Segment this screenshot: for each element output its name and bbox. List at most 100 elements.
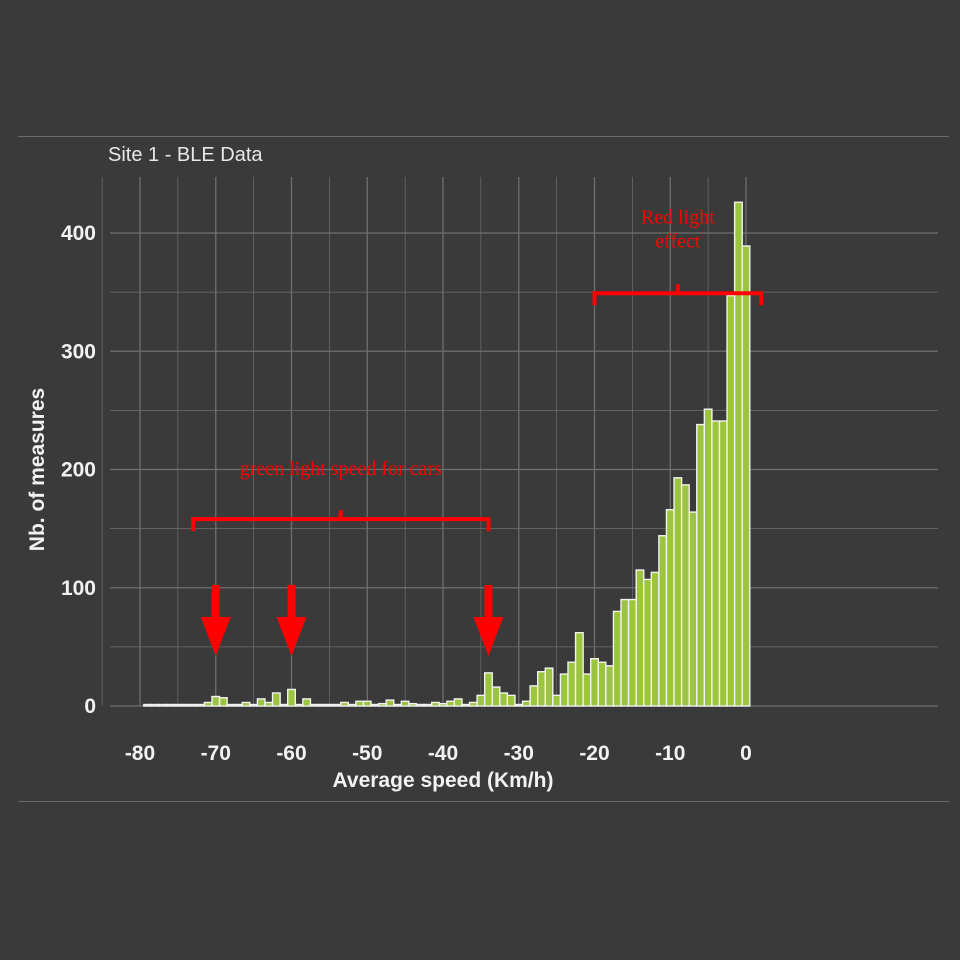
histogram-bar [597, 661, 607, 707]
histogram-bar [393, 703, 403, 707]
histogram-bar [643, 578, 653, 707]
x-tick-label: -60 [276, 742, 306, 765]
histogram-bar [271, 692, 281, 707]
arrow-shaft [211, 585, 220, 619]
histogram-bar [362, 700, 372, 707]
histogram-bar [408, 702, 418, 707]
histogram-bar [605, 665, 615, 707]
histogram-bar [567, 661, 577, 707]
histogram-bar [196, 703, 206, 707]
histogram-bar [536, 671, 546, 707]
y-tick-label: 400 [61, 222, 96, 245]
plot-frame [18, 136, 949, 802]
histogram-bar [400, 700, 410, 707]
histogram-bar [438, 702, 448, 707]
histogram-bar [635, 569, 645, 707]
histogram-bar [188, 703, 198, 707]
histogram-bar [506, 694, 516, 707]
histogram-bar [294, 703, 304, 707]
x-tick-label: 0 [740, 742, 752, 765]
histogram-bar [574, 631, 584, 707]
histogram-bar [453, 698, 463, 707]
x-axis-label: Average speed (Km/h) [333, 769, 554, 792]
chart-title: Site 1 - BLE Data [108, 144, 263, 166]
arrow-head [200, 617, 231, 656]
histogram-bar [612, 610, 622, 707]
histogram-bar [590, 658, 599, 707]
y-tick-label: 0 [84, 695, 96, 718]
histogram-bar [226, 703, 236, 707]
histogram-bar [491, 686, 501, 707]
arrow-head [276, 617, 307, 656]
histogram-bar [302, 698, 312, 707]
histogram-bar [559, 673, 569, 707]
histogram-bar [446, 700, 456, 707]
histogram-bar [703, 408, 713, 707]
histogram-bar [309, 703, 319, 707]
histogram-bar [483, 672, 493, 707]
histogram-bar [673, 477, 683, 707]
histogram-bar [627, 598, 637, 707]
histogram-bar [264, 701, 274, 707]
histogram-bar [423, 703, 433, 707]
annotation-text-line: effect [655, 230, 701, 252]
histogram-bar [340, 701, 350, 707]
histogram-bar [249, 703, 259, 707]
histogram-bar [544, 667, 554, 707]
histogram-bar [658, 535, 668, 707]
histogram-bar [370, 703, 380, 707]
histogram-bar [332, 703, 342, 707]
histogram-bar [385, 699, 395, 707]
x-tick-label: -10 [655, 742, 685, 765]
histogram-bar [143, 703, 153, 707]
histogram-bar [665, 509, 675, 707]
histogram-bar [650, 571, 660, 707]
annotation-bracket [592, 284, 764, 306]
histogram-bar [680, 484, 690, 707]
histogram-bar [430, 701, 440, 707]
x-tick-label: -20 [579, 742, 609, 765]
annotation-text-line: Red light [641, 206, 715, 228]
histogram-bar [514, 703, 524, 707]
histogram-bar [317, 703, 327, 707]
histogram-bar [218, 697, 228, 707]
histogram-bar [165, 703, 175, 707]
y-tick-label: 200 [61, 459, 96, 482]
y-tick-label: 100 [61, 577, 96, 600]
histogram-bar [279, 703, 289, 707]
histogram-bar [203, 701, 213, 707]
histogram-bar [499, 692, 509, 707]
histogram-bar [718, 420, 728, 707]
x-tick-label: -50 [352, 742, 382, 765]
histogram-bar [377, 702, 387, 707]
histogram-bar [468, 701, 478, 707]
histogram-bar [552, 694, 562, 707]
histogram-bar [521, 700, 531, 707]
histogram-bar [241, 701, 251, 707]
histogram-bar [150, 703, 160, 707]
histogram-bar [211, 695, 221, 707]
histogram-bar [711, 420, 721, 707]
x-tick-label: -70 [201, 742, 231, 765]
arrow-shaft [484, 585, 493, 619]
histogram-bar [415, 703, 425, 707]
x-tick-label: -30 [504, 742, 534, 765]
y-axis-label: Nb. of measures [26, 388, 49, 551]
y-tick-label: 300 [61, 340, 96, 363]
histogram-bar [324, 703, 334, 707]
histogram-bar [256, 698, 266, 707]
histogram-bar [620, 598, 630, 707]
histogram-bar [287, 688, 296, 707]
histogram-bar [741, 245, 751, 707]
histogram-bar [476, 694, 486, 707]
annotation-bracket [191, 510, 491, 532]
histogram-bar [233, 703, 243, 707]
arrow-head [473, 617, 504, 656]
x-tick-label: -40 [428, 742, 458, 765]
histogram-bar [347, 703, 357, 707]
histogram-bar [726, 294, 736, 707]
arrow-shaft [287, 585, 296, 619]
histogram-bar [582, 673, 592, 707]
histogram-bar [696, 423, 706, 707]
